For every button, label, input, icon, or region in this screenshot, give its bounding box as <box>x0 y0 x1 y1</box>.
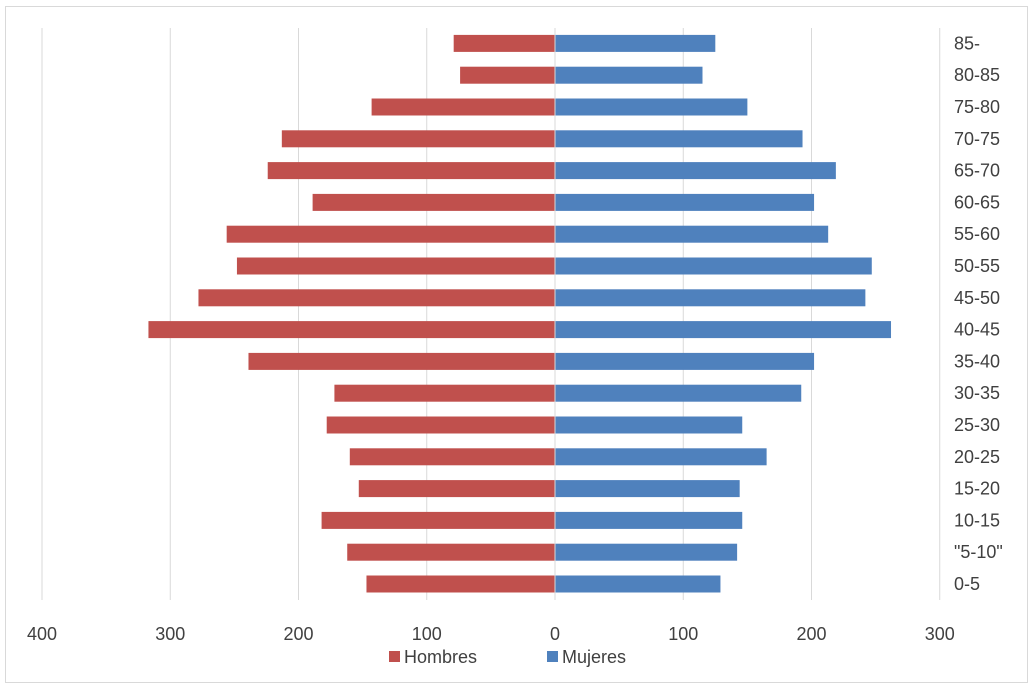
bar-hombres <box>148 321 555 339</box>
bar-mujeres <box>555 480 740 498</box>
x-tick-label: 300 <box>155 624 185 644</box>
bar-hombres <box>347 543 555 561</box>
x-tick-label: 0 <box>550 624 560 644</box>
category-label: 35-40 <box>954 351 1000 371</box>
bar-mujeres <box>555 384 802 402</box>
bar-mujeres <box>555 98 748 116</box>
category-label: 85- <box>954 33 980 53</box>
bar-hombres <box>226 225 555 243</box>
category-label: 60-65 <box>954 192 1000 212</box>
bar-mujeres <box>555 289 866 307</box>
bar-hombres <box>349 448 555 466</box>
bar-hombres <box>358 480 555 498</box>
bar-mujeres <box>555 352 815 370</box>
legend: Hombres Mujeres <box>389 647 626 667</box>
x-axis-tick-labels: 400 300 200 100 0 100 200 300 <box>27 624 955 644</box>
bar-mujeres <box>555 193 815 211</box>
category-label: 25-30 <box>954 415 1000 435</box>
bar-hombres <box>334 384 555 402</box>
category-label: 0-5 <box>954 574 980 594</box>
x-tick-label: 300 <box>925 624 955 644</box>
x-tick-label: 200 <box>283 624 313 644</box>
bar-hombres <box>248 352 556 370</box>
bar-mujeres <box>555 448 767 466</box>
bar-hombres <box>198 289 555 307</box>
bar-hombres <box>371 98 555 116</box>
bar-hombres <box>321 511 555 529</box>
x-tick-label: 100 <box>412 624 442 644</box>
category-label: 80-85 <box>954 65 1000 85</box>
category-label: 45-50 <box>954 288 1000 308</box>
bar-mujeres <box>555 543 738 561</box>
bar-hombres <box>366 575 555 593</box>
category-label: 55-60 <box>954 224 1000 244</box>
category-label: 40-45 <box>954 320 1000 340</box>
legend-label: Mujeres <box>562 647 626 667</box>
bar-hombres <box>326 416 555 434</box>
bar-mujeres <box>555 257 872 275</box>
bar-mujeres <box>555 416 743 434</box>
bars <box>148 28 892 600</box>
category-label: 70-75 <box>954 129 1000 149</box>
category-label: 30-35 <box>954 383 1000 403</box>
bar-mujeres <box>555 162 836 180</box>
category-label: 75-80 <box>954 97 1000 117</box>
x-tick-label: 200 <box>796 624 826 644</box>
bar-hombres <box>312 193 555 211</box>
bar-mujeres <box>555 511 743 529</box>
legend-swatch <box>389 651 400 662</box>
category-labels: 0-5 "5-10" 10-15 15-20 20-25 25-30 30-35 35-40 4… <box>954 33 1003 594</box>
category-label: 50-55 <box>954 256 1000 276</box>
legend-item-mujeres: Mujeres <box>547 647 626 667</box>
x-tick-label: 100 <box>668 624 698 644</box>
bar-mujeres <box>555 130 803 148</box>
category-label: 65-70 <box>954 161 1000 181</box>
bar-hombres <box>453 34 555 52</box>
bar-hombres <box>236 257 555 275</box>
bar-mujeres <box>555 34 716 52</box>
category-label: 10-15 <box>954 510 1000 530</box>
bar-mujeres <box>555 66 703 84</box>
bar-hombres <box>460 66 555 84</box>
chart-area <box>5 6 1028 683</box>
legend-item-hombres: Hombres <box>389 647 477 667</box>
category-label: 15-20 <box>954 479 1000 499</box>
bar-mujeres <box>555 575 721 593</box>
bar-hombres <box>281 130 555 148</box>
bar-mujeres <box>555 225 829 243</box>
bar-mujeres <box>555 321 892 339</box>
bar-hombres <box>267 162 555 180</box>
category-label: 20-25 <box>954 447 1000 467</box>
legend-label: Hombres <box>404 647 477 667</box>
x-tick-label: 400 <box>27 624 57 644</box>
legend-swatch <box>547 651 558 662</box>
category-label: "5-10" <box>954 542 1003 562</box>
